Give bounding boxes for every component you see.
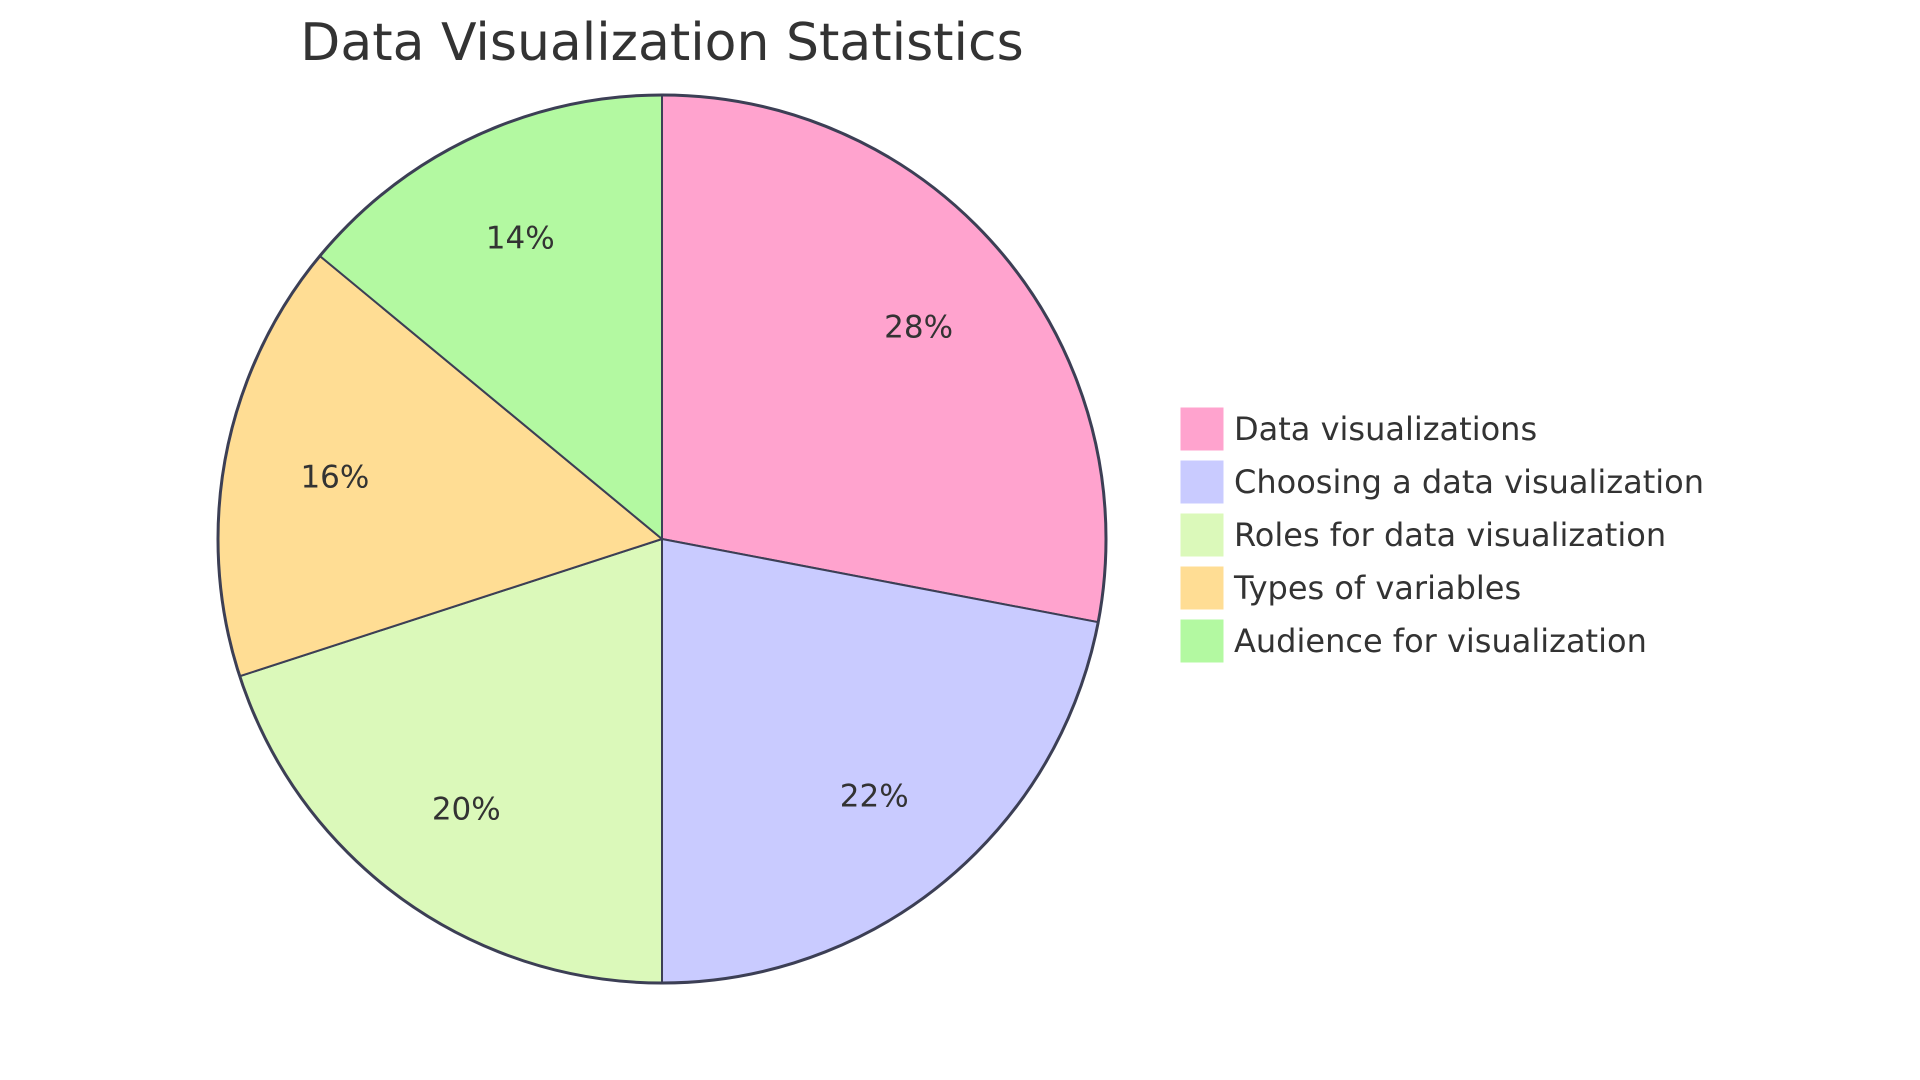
legend-label: Choosing a data visualization: [1234, 463, 1704, 501]
slice-label: 28%: [884, 310, 953, 346]
legend-swatch: [1179, 512, 1225, 558]
chart-title: Data Visualization Statistics: [300, 13, 1023, 73]
slices: 28% 22% 20% 16% 14%: [216, 93, 1108, 985]
legend-swatch: [1179, 565, 1225, 611]
legend-swatch: [1179, 406, 1225, 452]
legend-swatch: [1179, 459, 1225, 505]
legend-swatch: [1179, 618, 1225, 664]
slice-label: 16%: [300, 460, 369, 496]
legend-label: Roles for data visualization: [1234, 516, 1666, 554]
pie-outline: [216, 93, 1108, 985]
pie-slice: [661, 93, 1107, 624]
slice-label: 20%: [432, 791, 501, 827]
legend-label: Audience for visualization: [1234, 622, 1647, 660]
slice-label: 14%: [486, 221, 555, 257]
legend-label: Data visualizations: [1234, 410, 1537, 448]
legend-label: Types of variables: [1233, 569, 1521, 607]
legend: Data visualizations Choosing a data visua…: [1179, 406, 1704, 664]
slice-label: 22%: [840, 779, 909, 815]
